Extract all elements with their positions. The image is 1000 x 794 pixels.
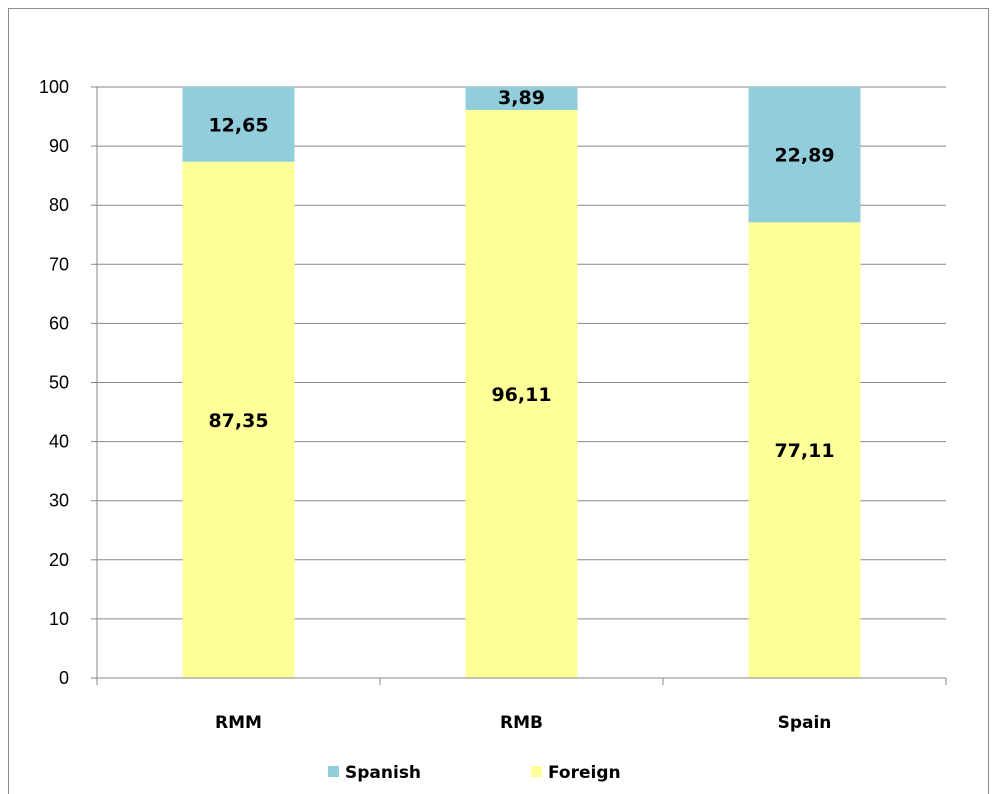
legend-label-spanish: Spanish: [345, 763, 421, 783]
category-label: RMB: [500, 713, 543, 733]
y-tick-label: 100: [39, 77, 69, 97]
legend: Spanish Foreign: [328, 763, 621, 783]
bar-spanish-rmm: [182, 87, 295, 162]
legend-label-foreign: Foreign: [548, 763, 621, 783]
labels: 0 10 20 30 40 50 60 70 80 90 100 87,35 12,65 RMM 96,11…: [39, 77, 835, 733]
data-label: 3,89: [498, 87, 545, 109]
y-tick-label: 60: [49, 313, 69, 333]
y-tick-label: 80: [49, 195, 69, 215]
bar-foreign-rmm: [182, 161, 295, 679]
bars: [182, 87, 861, 679]
data-label: 77,11: [774, 440, 834, 462]
legend-swatch-foreign: [531, 766, 542, 777]
data-label: 87,35: [208, 410, 268, 432]
y-tick-label: 50: [49, 373, 69, 393]
y-tick-label: 0: [59, 668, 69, 688]
y-tick-label: 20: [49, 550, 69, 570]
y-tick-label: 40: [49, 432, 69, 452]
bar-spanish-rmb: [465, 87, 578, 110]
bar-foreign-rmb: [465, 109, 578, 679]
legend-swatch-spanish: [328, 766, 339, 777]
category-label: Spain: [778, 713, 832, 733]
y-tick-label: 70: [49, 254, 69, 274]
y-tick-label: 90: [49, 136, 69, 156]
data-label: 22,89: [774, 145, 834, 167]
axes: [91, 86, 947, 685]
data-label: 12,65: [208, 114, 268, 136]
category-label: RMM: [215, 713, 262, 733]
y-tick-label: 10: [49, 609, 69, 629]
bar-foreign-spain: [748, 222, 861, 678]
data-label: 96,11: [491, 384, 551, 406]
bar-spanish-spain: [748, 87, 861, 223]
y-tick-label: 30: [49, 491, 69, 511]
